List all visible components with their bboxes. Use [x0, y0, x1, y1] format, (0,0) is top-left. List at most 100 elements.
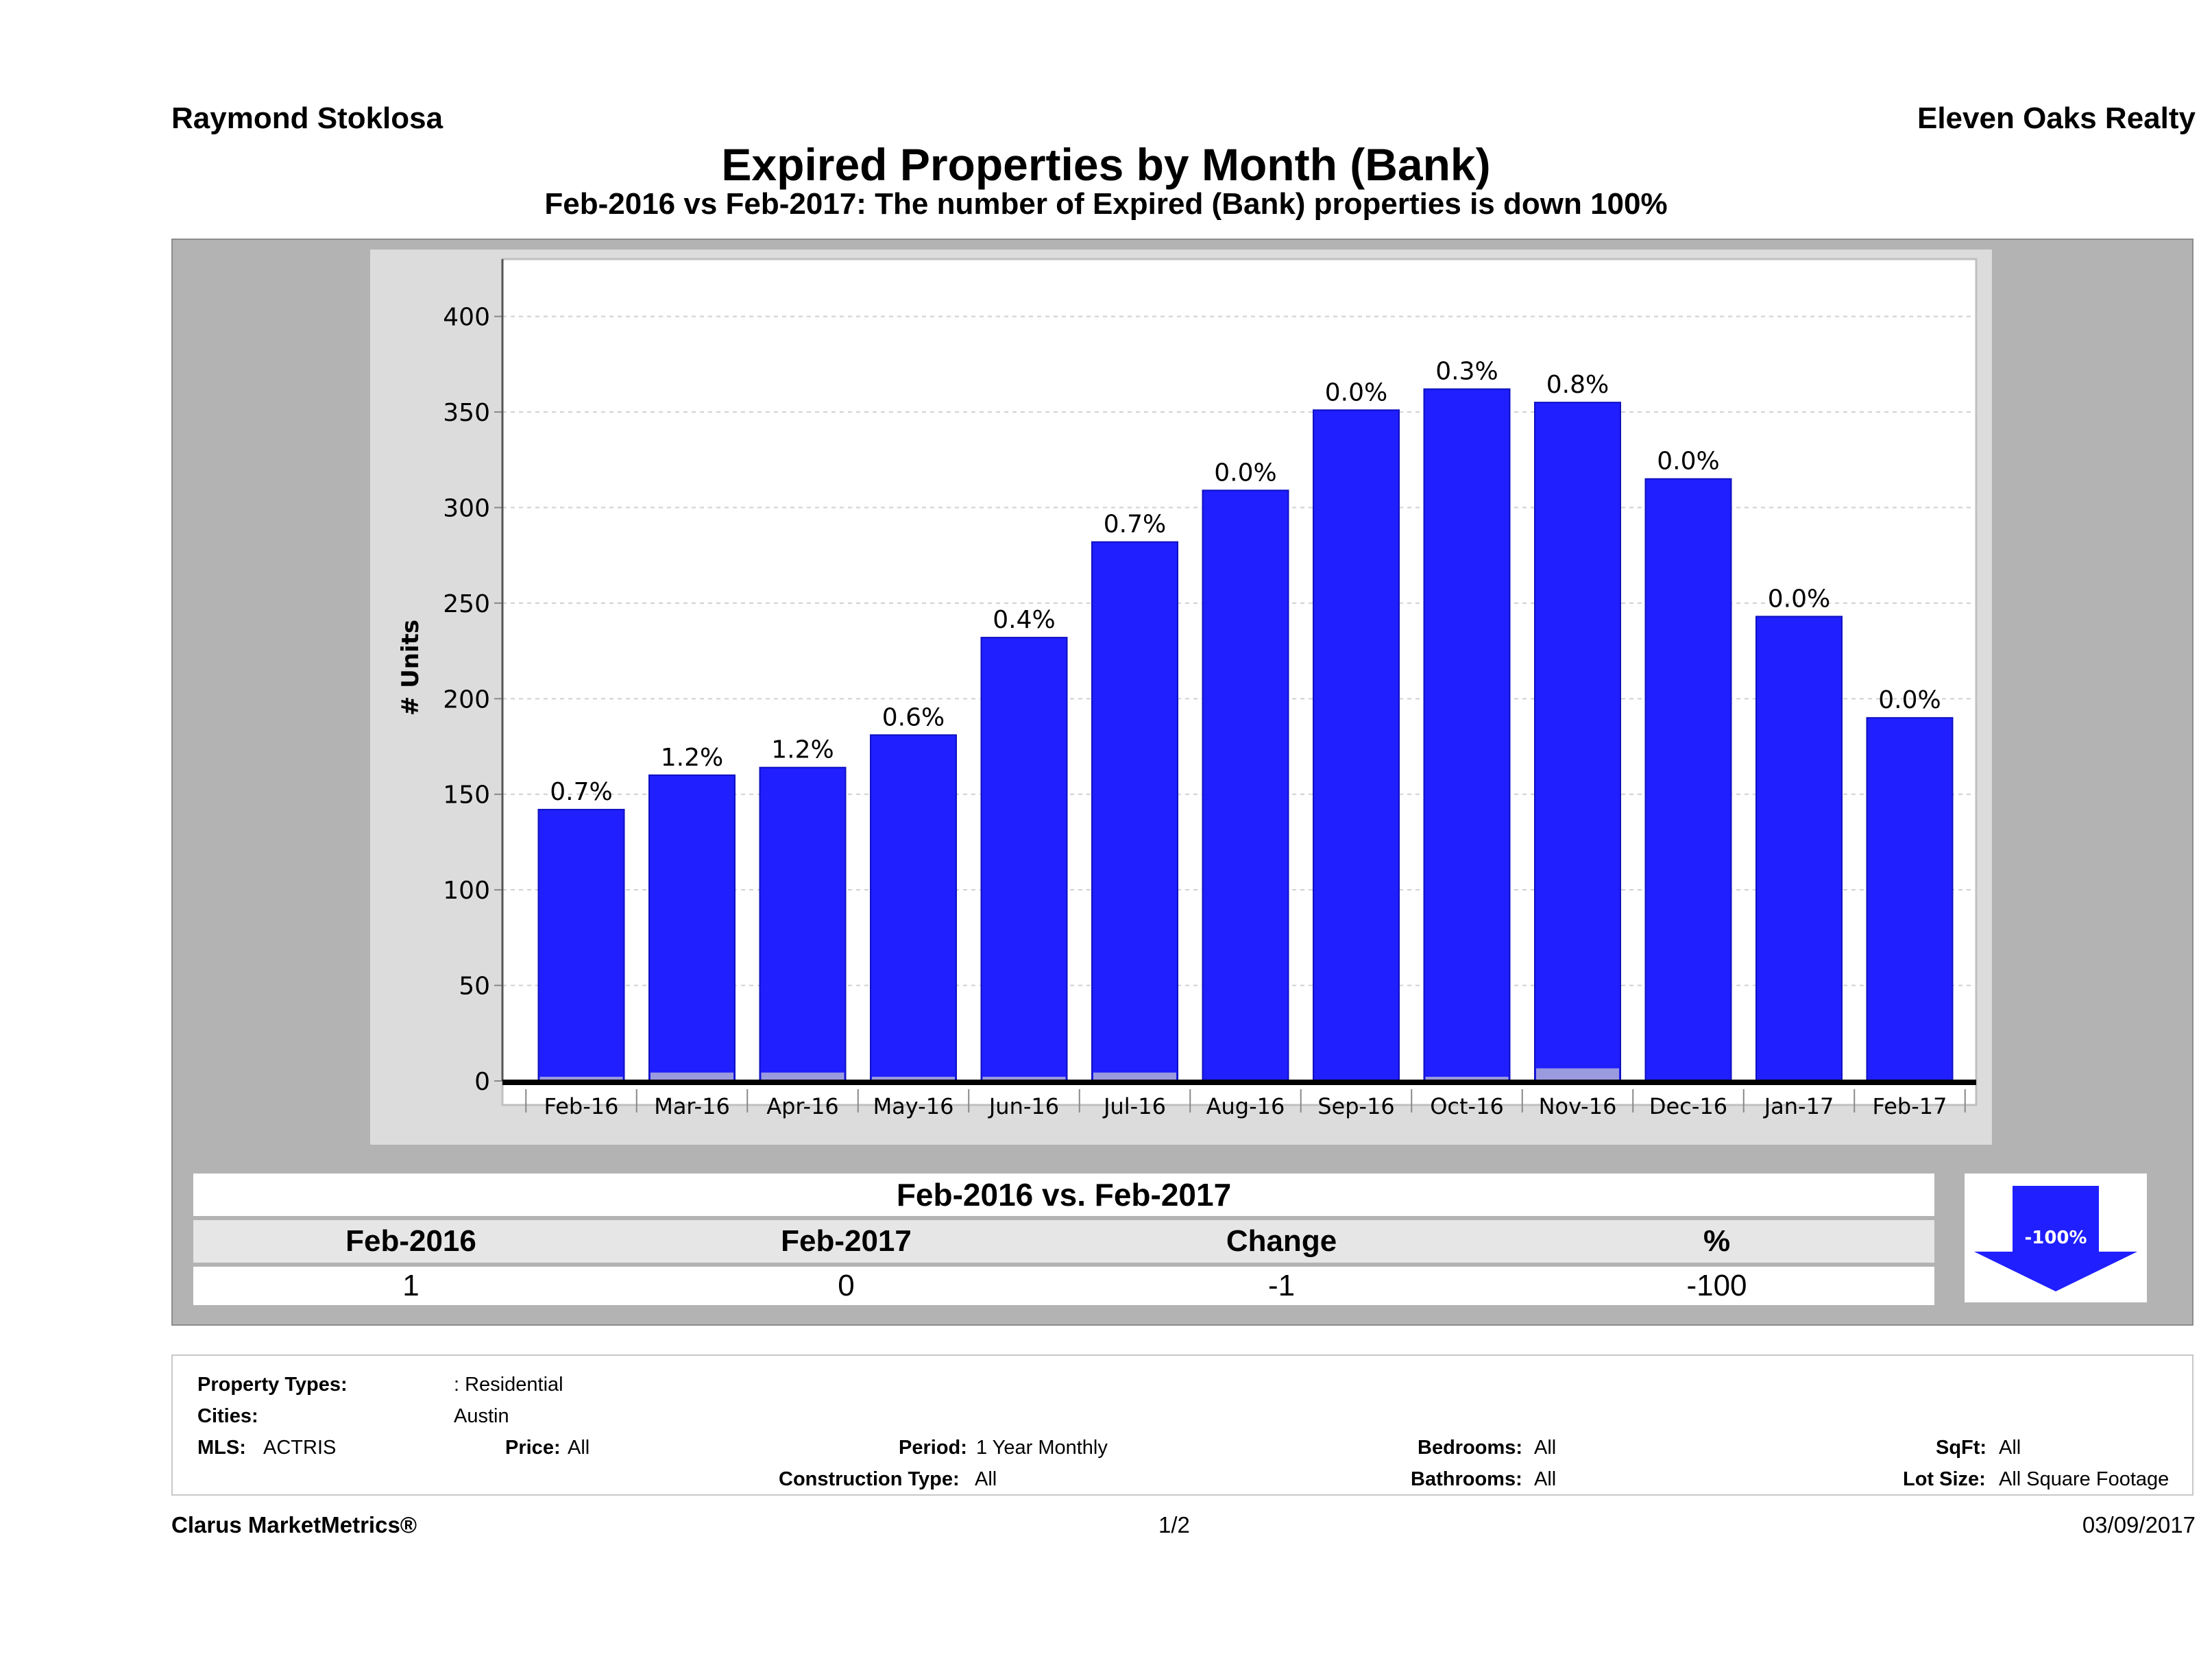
- lot-size-value: All Square Footage: [1999, 1468, 2170, 1490]
- sqft-value: All: [1999, 1437, 2021, 1459]
- bar: [1202, 489, 1289, 1082]
- x-tick-label: Jan-17: [1763, 1093, 1834, 1119]
- header-cell: Feb-2017: [781, 1224, 912, 1258]
- bar: [1755, 616, 1843, 1082]
- company-name: Eleven Oaks Realty: [1917, 101, 2196, 135]
- value-cell: 0: [838, 1269, 855, 1302]
- value-cell: -1: [1267, 1269, 1296, 1302]
- x-tick-label: Feb-16: [544, 1093, 619, 1119]
- bar: [1534, 402, 1621, 1082]
- bar: [1644, 478, 1732, 1082]
- cities-label: Cities:: [197, 1405, 258, 1427]
- down-arrow-icon: [1974, 1186, 2137, 1291]
- comparison-table: Feb-2016 vs. Feb-2017 Feb-2016 Feb-2017 …: [193, 1174, 1934, 1308]
- y-tick-label: 0: [474, 1068, 490, 1096]
- comparison-value-row: 1 0 -1 -100: [193, 1267, 1934, 1305]
- y-tick-label: 100: [443, 877, 490, 905]
- bedrooms-value: All: [1534, 1437, 1557, 1459]
- bar: [1423, 388, 1511, 1082]
- data-label: 0.7%: [1104, 511, 1166, 539]
- bar: [648, 774, 736, 1082]
- data-label: 0.0%: [1768, 585, 1830, 613]
- bar: [980, 637, 1068, 1082]
- value-cell: -100: [1686, 1269, 1747, 1302]
- bar-segment: [1093, 1072, 1176, 1081]
- data-label: 0.0%: [1657, 448, 1719, 476]
- cities-value: Austin: [454, 1405, 509, 1427]
- x-tick-label: Oct-16: [1430, 1093, 1504, 1119]
- data-labels: 0.7% 1.2% 1.2% 0.6% 0.4% 0.7% 0.0% 0.0% 0.3% 0.8%…: [550, 358, 1941, 806]
- period-label: Period:: [899, 1437, 967, 1459]
- construction-type-label: Construction Type:: [779, 1468, 960, 1490]
- data-label: 0.6%: [882, 703, 945, 731]
- y-tick-label: 50: [459, 973, 490, 1001]
- bar: [537, 809, 625, 1082]
- change-indicator: -100%: [1965, 1174, 2147, 1302]
- bedrooms-label: Bedrooms:: [1418, 1437, 1523, 1459]
- mls-label: MLS:: [197, 1437, 246, 1459]
- data-label: 1.2%: [661, 744, 723, 772]
- bathrooms-value: All: [1534, 1468, 1557, 1490]
- period-value: 1 Year Monthly: [976, 1437, 1108, 1459]
- chart-title: Expired Properties by Month (Bank): [721, 139, 1491, 190]
- y-tick-label: 250: [443, 590, 490, 618]
- data-label: 0.0%: [1878, 686, 1941, 714]
- x-tick-label: Feb-17: [1873, 1093, 1947, 1119]
- x-tick-label: Aug-16: [1206, 1093, 1285, 1119]
- header-cell: %: [1703, 1224, 1731, 1258]
- y-tick-label: 150: [443, 781, 490, 810]
- property-types-label: Property Types:: [197, 1374, 348, 1396]
- bar: [1313, 409, 1400, 1082]
- price-label: Price:: [505, 1437, 561, 1459]
- search-criteria: Property Types: : Residential Cities: Au…: [171, 1354, 2193, 1496]
- bar: [1091, 541, 1178, 1082]
- y-axis-label: # Units: [397, 620, 424, 716]
- x-tick-label: Jul-16: [1102, 1093, 1166, 1119]
- bar-segment: [1536, 1068, 1619, 1081]
- footer-brand: Clarus MarketMetrics®: [171, 1512, 417, 1537]
- y-tick-label: 400: [443, 304, 490, 332]
- x-tick-label: Apr-16: [766, 1093, 839, 1119]
- bar-segment: [539, 1076, 623, 1081]
- bathrooms-label: Bathrooms:: [1411, 1468, 1522, 1490]
- x-tick-label: Mar-16: [654, 1093, 730, 1119]
- bar-segment: [982, 1076, 1066, 1081]
- agent-name: Raymond Stoklosa: [171, 101, 443, 135]
- bar: [870, 734, 957, 1082]
- data-label: 0.8%: [1546, 371, 1609, 399]
- y-tick-label: 300: [443, 494, 490, 522]
- data-label: 0.3%: [1435, 358, 1498, 386]
- header-cell: Feb-2016: [345, 1224, 476, 1258]
- axes: 0 50 100 150 200 250 300 350 400 Feb-16 Mar-16 Apr-…: [443, 259, 1976, 1119]
- x-tick-label: May-16: [873, 1093, 954, 1119]
- lot-size-label: Lot Size:: [1903, 1468, 1986, 1490]
- bar-chart: 0.7% 1.2% 1.2% 0.6% 0.4% 0.7% 0.0% 0.0% 0.3% 0.8%…: [397, 258, 1978, 1119]
- price-value: All: [568, 1437, 590, 1459]
- x-tick-label: Jun-16: [988, 1093, 1059, 1119]
- data-label: 0.0%: [1325, 378, 1387, 406]
- data-label: 0.0%: [1214, 459, 1276, 487]
- bar: [759, 766, 847, 1082]
- chart-area: 0.7% 1.2% 1.2% 0.6% 0.4% 0.7% 0.0% 0.0% 0.3% 0.8%…: [370, 250, 1992, 1145]
- value-cell: 1: [402, 1269, 420, 1302]
- bar-segment: [651, 1072, 733, 1081]
- chart-subtitle: Feb-2016 vs Feb-2017: The number of Expi…: [544, 187, 1668, 221]
- data-label: 0.4%: [993, 606, 1055, 634]
- bar-segment: [1425, 1076, 1509, 1081]
- mls-value: ACTRIS: [263, 1437, 337, 1459]
- report-date: 03/09/2017: [2082, 1512, 2196, 1537]
- property-types-value: : Residential: [454, 1374, 563, 1396]
- bar-segment: [872, 1076, 955, 1081]
- data-label: 1.2%: [771, 736, 834, 764]
- sqft-label: SqFt:: [1936, 1437, 1987, 1459]
- page-number: 1/2: [1158, 1512, 1190, 1537]
- header-cell: Change: [1226, 1224, 1337, 1258]
- bars: [537, 388, 1954, 1082]
- bar: [1866, 717, 1954, 1082]
- data-label: 0.7%: [550, 778, 612, 806]
- comparison-title: Feb-2016 vs. Feb-2017: [193, 1174, 1934, 1216]
- y-tick-label: 200: [443, 685, 490, 714]
- change-indicator-label: -100%: [2024, 1228, 2087, 1248]
- x-tick-label: Nov-16: [1539, 1093, 1617, 1119]
- construction-type-value: All: [975, 1468, 997, 1490]
